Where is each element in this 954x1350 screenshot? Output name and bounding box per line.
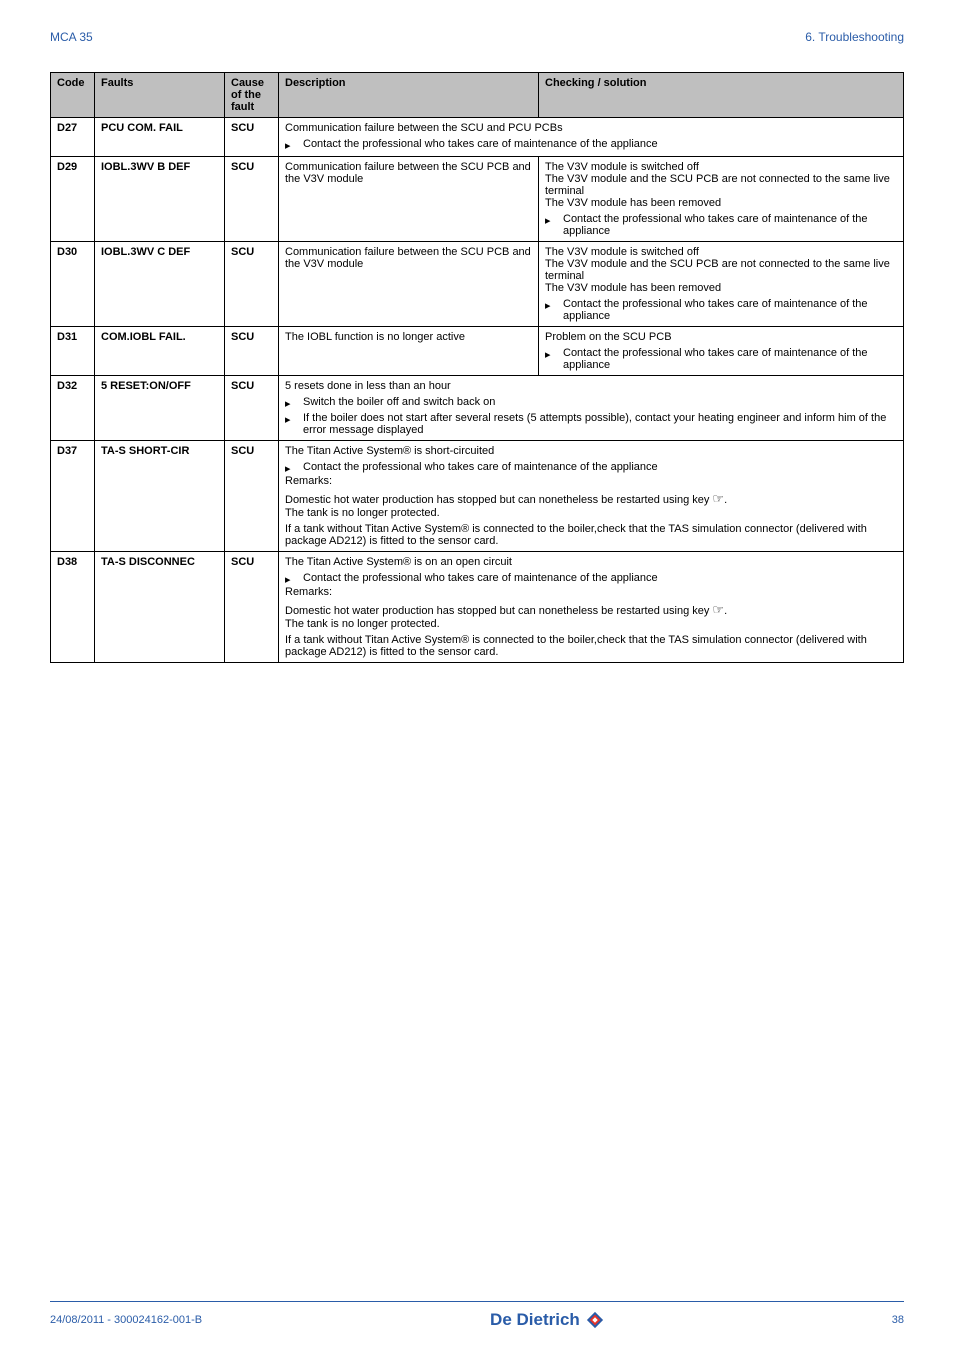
cell-cause: SCU [225, 376, 279, 441]
bullet-text: Contact the professional who takes care … [563, 213, 897, 237]
cell-fault: TA-S DISCONNEC [95, 552, 225, 663]
bullet-arrow-icon: ▸ [285, 572, 303, 586]
cell-merged: The Titan Active System® is on an open c… [279, 552, 904, 663]
table-row: D38 TA-S DISCONNEC SCU The Titan Active … [51, 552, 904, 663]
bullet-text: Contact the professional who takes care … [303, 138, 897, 150]
bullet-text: If the boiler does not start after sever… [303, 412, 897, 436]
brand-text: De Dietrich [490, 1310, 580, 1330]
cell-desc: Communication failure between the SCU PC… [279, 242, 539, 327]
cell-code: D31 [51, 327, 95, 376]
cell-code: D30 [51, 242, 95, 327]
cell-cause: SCU [225, 242, 279, 327]
bullet: ▸ Contact the professional who takes car… [285, 461, 897, 475]
remarks-label: Remarks: [285, 586, 897, 598]
bullet-text: Switch the boiler off and switch back on [303, 396, 897, 408]
pointing-hand-icon: ☞ [712, 491, 724, 506]
bullet-arrow-icon: ▸ [285, 412, 303, 426]
cell-check: Problem on the SCU PCB ▸ Contact the pro… [539, 327, 904, 376]
remarks-body: Domestic hot water production has stoppe… [285, 602, 897, 618]
cell-cause: SCU [225, 327, 279, 376]
bullet-arrow-icon: ▸ [545, 347, 563, 361]
remarks-line2: The tank is no longer protected. [285, 507, 897, 519]
cell-fault: 5 RESET:ON/OFF [95, 376, 225, 441]
bullet-text: Contact the professional who takes care … [563, 298, 897, 322]
desc-text: The Titan Active System® is on an open c… [285, 556, 897, 568]
cell-code: D27 [51, 118, 95, 157]
doc-id-left: MCA 35 [50, 30, 93, 44]
cell-cause: SCU [225, 118, 279, 157]
fault-table: Code Faults Cause of the fault Descripti… [50, 72, 904, 663]
table-row: D29 IOBL.3WV B DEF SCU Communication fai… [51, 157, 904, 242]
cell-desc: Communication failure between the SCU PC… [279, 157, 539, 242]
desc-text: Communication failure between the SCU an… [285, 122, 897, 134]
bullet: ▸ Contact the professional who takes car… [285, 138, 897, 152]
desc-text: The Titan Active System® is short-circui… [285, 445, 897, 457]
bullet-arrow-icon: ▸ [545, 213, 563, 227]
cell-code: D37 [51, 441, 95, 552]
col-desc: Description [279, 73, 539, 118]
remarks-label: Remarks: [285, 475, 897, 487]
cell-desc: The IOBL function is no longer active [279, 327, 539, 376]
cell-cause: SCU [225, 441, 279, 552]
table-row: D30 IOBL.3WV C DEF SCU Communication fai… [51, 242, 904, 327]
check-text: Problem on the SCU PCB [545, 331, 897, 343]
pointing-hand-icon: ☞ [712, 602, 724, 617]
footer-divider [50, 1301, 904, 1302]
brand-logo: De Dietrich [490, 1310, 604, 1330]
cell-fault: TA-S SHORT-CIR [95, 441, 225, 552]
brand-diamond-icon [586, 1311, 604, 1329]
remarks-body: Domestic hot water production has stoppe… [285, 491, 897, 507]
bullet: ▸ If the boiler does not start after sev… [285, 412, 897, 436]
check-text: The V3V module is switched offThe V3V mo… [545, 246, 897, 294]
remarks-line2: The tank is no longer protected. [285, 618, 897, 630]
cell-check: The V3V module is switched offThe V3V mo… [539, 157, 904, 242]
cell-cause: SCU [225, 157, 279, 242]
col-faults: Faults [95, 73, 225, 118]
doc-id-right: 6. Troubleshooting [805, 30, 904, 44]
table-row: D27 PCU COM. FAIL SCU Communication fail… [51, 118, 904, 157]
cell-check: The V3V module is switched offThe V3V mo… [539, 242, 904, 327]
bullet: ▸ Contact the professional who takes car… [545, 347, 897, 371]
bullet-arrow-icon: ▸ [285, 461, 303, 475]
desc-text: 5 resets done in less than an hour [285, 380, 897, 392]
col-cause: Cause of the fault [225, 73, 279, 118]
table-header-row: Code Faults Cause of the fault Descripti… [51, 73, 904, 118]
cell-code: D29 [51, 157, 95, 242]
footer-left-text: 24/08/2011 - 300024162-001-B [50, 1314, 202, 1326]
cell-code: D32 [51, 376, 95, 441]
bullet: ▸ Switch the boiler off and switch back … [285, 396, 897, 410]
cell-fault: PCU COM. FAIL [95, 118, 225, 157]
check-text: The V3V module is switched offThe V3V mo… [545, 161, 897, 209]
bullet-text: Contact the professional who takes care … [563, 347, 897, 371]
cell-merged: The Titan Active System® is short-circui… [279, 441, 904, 552]
table-row: D37 TA-S SHORT-CIR SCU The Titan Active … [51, 441, 904, 552]
bullet: ▸ Contact the professional who takes car… [545, 213, 897, 237]
cell-fault: IOBL.3WV C DEF [95, 242, 225, 327]
remarks-line3: If a tank without Titan Active System® i… [285, 523, 897, 547]
bullet: ▸ Contact the professional who takes car… [285, 572, 897, 586]
table-row: D31 COM.IOBL FAIL. SCU The IOBL function… [51, 327, 904, 376]
cell-cause: SCU [225, 552, 279, 663]
remarks-line3: If a tank without Titan Active System® i… [285, 634, 897, 658]
bullet: ▸ Contact the professional who takes car… [545, 298, 897, 322]
bullet-arrow-icon: ▸ [285, 138, 303, 152]
bullet-arrow-icon: ▸ [285, 396, 303, 410]
col-code: Code [51, 73, 95, 118]
cell-merged: 5 resets done in less than an hour ▸ Swi… [279, 376, 904, 441]
cell-fault: IOBL.3WV B DEF [95, 157, 225, 242]
table-row: D32 5 RESET:ON/OFF SCU 5 resets done in … [51, 376, 904, 441]
col-check: Checking / solution [539, 73, 904, 118]
bullet-arrow-icon: ▸ [545, 298, 563, 312]
page-footer: 24/08/2011 - 300024162-001-B De Dietrich… [50, 1301, 904, 1330]
cell-merged: Communication failure between the SCU an… [279, 118, 904, 157]
bullet-text: Contact the professional who takes care … [303, 461, 897, 473]
cell-code: D38 [51, 552, 95, 663]
bullet-text: Contact the professional who takes care … [303, 572, 897, 584]
cell-fault: COM.IOBL FAIL. [95, 327, 225, 376]
page-number: 38 [892, 1314, 904, 1326]
